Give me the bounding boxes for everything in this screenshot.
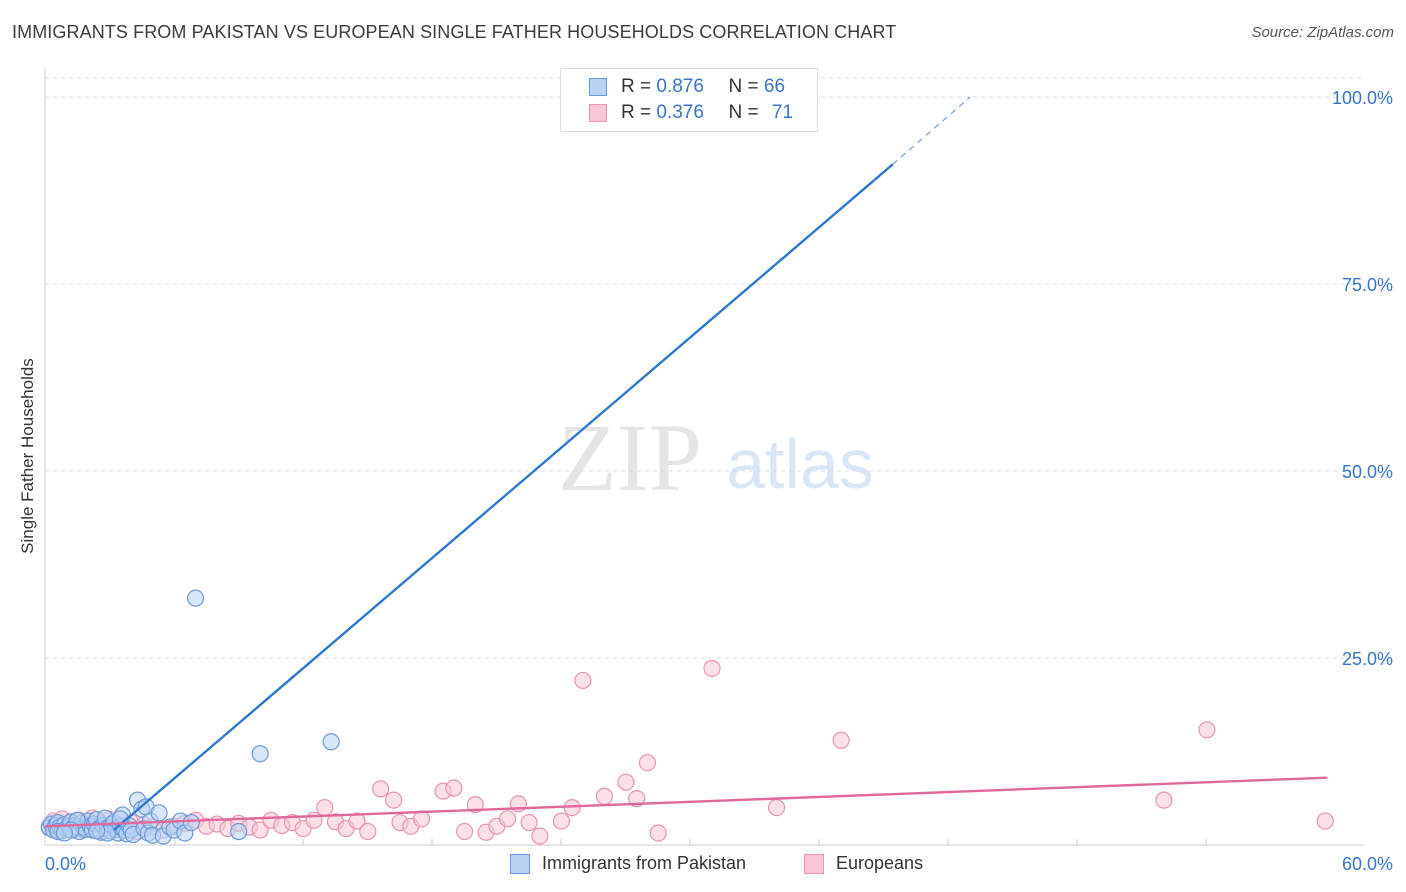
n-label: N = [728, 76, 759, 97]
europeans-point-57 [552, 812, 571, 830]
pakistan-point-54 [187, 589, 205, 607]
europeans-point-46 [412, 810, 431, 828]
europeans-point-56 [531, 827, 549, 845]
source-label: Source: ZipAtlas.com [1251, 24, 1394, 41]
pakistan-regression-extension [892, 96, 971, 165]
tick-labels: 25.0% 50.0% 75.0% 100.0% 0.0% 60.0% [45, 88, 1393, 874]
grid-lines [45, 77, 1364, 659]
europeans-point-70 [1316, 812, 1334, 830]
pakistan-point-53 [182, 813, 200, 832]
watermark-zip: ZIP [558, 404, 702, 511]
axes [44, 68, 1364, 846]
europeans-point-49 [455, 822, 474, 841]
pakistan-point-65 [55, 824, 73, 842]
europeans-point-48 [445, 779, 463, 797]
legend-item-europeans[interactable]: Europeans [804, 852, 944, 878]
y-tick-label-1: 50.0% [1342, 462, 1393, 482]
europeans-point-68 [1155, 791, 1173, 809]
y-tick-label-3: 100.0% [1332, 88, 1393, 108]
r-label: R = [621, 102, 652, 123]
pakistan-point-57 [322, 733, 340, 751]
legend-swatch-pink [589, 104, 607, 122]
watermark-atlas: atlas [726, 425, 874, 503]
europeans-point-69 [1198, 721, 1216, 739]
y-axis-label: Single Father Households [18, 358, 37, 554]
n-value-europeans: 71 [771, 102, 794, 123]
legend-swatch-pink [804, 854, 824, 874]
chart-title: IMMIGRANTS FROM PAKISTAN VS EUROPEAN SIN… [12, 22, 897, 42]
r-value-pakistan: 0.876 [656, 76, 704, 97]
pakistan-point-47 [150, 804, 168, 822]
pakistan-point-55 [230, 822, 248, 841]
europeans-point-59 [574, 671, 592, 690]
legend-swatch-blue [510, 854, 530, 874]
n-label: N = [728, 102, 759, 123]
europeans-point-67 [832, 731, 850, 749]
europeans-point-41 [359, 822, 377, 841]
r-value-europeans: 0.376 [656, 102, 704, 123]
europeans-point-37 [316, 798, 334, 817]
europeans-points [40, 659, 1334, 845]
n-value-pakistan: 66 [763, 76, 786, 97]
legend-label-pakistan: Immigrants from Pakistan [542, 853, 747, 873]
regression-lines [44, 96, 1328, 831]
europeans-point-31 [251, 821, 269, 839]
legend-item-pakistan[interactable]: Immigrants from Pakistan [510, 852, 780, 878]
europeans-point-50 [466, 796, 484, 814]
europeans-point-42 [372, 780, 390, 798]
legend-swatch-blue [589, 78, 607, 96]
europeans-regression-line [44, 776, 1328, 828]
legend-label-europeans: Europeans [836, 853, 924, 873]
europeans-point-66 [767, 798, 786, 817]
r-label: R = [621, 76, 652, 97]
europeans-point-53 [499, 810, 517, 828]
y-tick-label-0: 25.0% [1342, 649, 1393, 669]
europeans-point-60 [595, 787, 614, 805]
europeans-point-61 [617, 773, 635, 791]
pakistan-point-64 [88, 822, 106, 840]
pakistan-point-56 [251, 745, 269, 763]
y-tick-label-2: 75.0% [1342, 275, 1393, 295]
europeans-point-43 [384, 791, 403, 809]
x-tick-label-0: 0.0% [45, 854, 86, 874]
europeans-point-65 [703, 659, 721, 678]
europeans-point-40 [348, 812, 366, 830]
europeans-point-55 [520, 813, 538, 832]
pakistan-regression-line [113, 163, 894, 831]
europeans-point-63 [638, 754, 657, 772]
correlation-legend: R = 0.876 N = 66 R = 0.376 N = 71 [560, 68, 818, 132]
x-tick-label-1: 60.0% [1342, 854, 1393, 874]
europeans-point-64 [649, 824, 667, 842]
